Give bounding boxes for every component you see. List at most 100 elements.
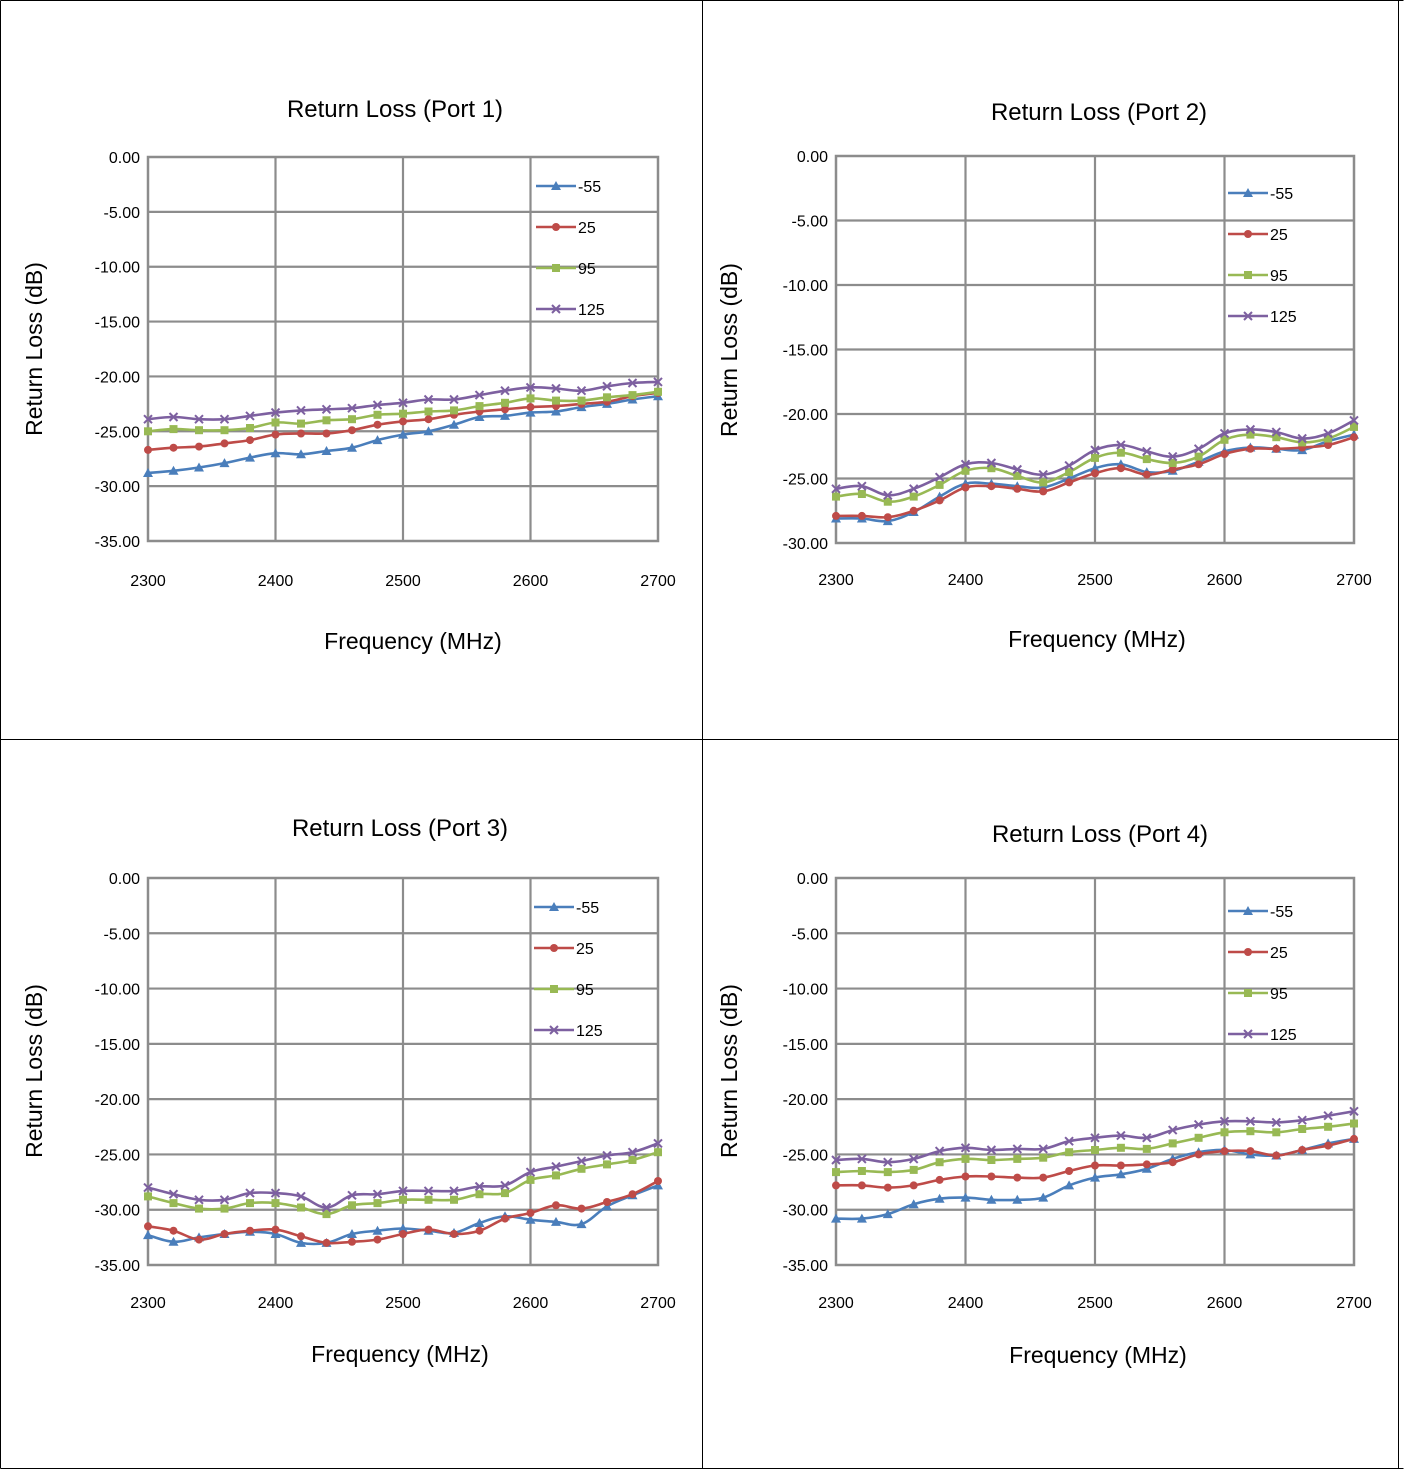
legend: -55 25 95 125 xyxy=(536,179,605,319)
data-point xyxy=(1324,1122,1333,1131)
data-point xyxy=(398,429,408,439)
data-point xyxy=(424,1225,433,1234)
legend-swatch-marker xyxy=(1244,948,1252,956)
data-point xyxy=(526,403,535,412)
data-point xyxy=(271,1199,280,1208)
data-point xyxy=(1065,1148,1074,1157)
data-point xyxy=(1245,1116,1256,1127)
data-point xyxy=(1090,1133,1100,1143)
data-point xyxy=(935,496,944,505)
data-point xyxy=(1065,478,1074,487)
x-tick-label: 2300 xyxy=(818,572,854,589)
data-point xyxy=(219,458,230,468)
data-point xyxy=(423,1186,434,1196)
data-point xyxy=(1220,1147,1229,1156)
data-point xyxy=(1350,1119,1358,1128)
data-point xyxy=(883,513,892,522)
y-tick-label: -30.00 xyxy=(783,536,828,553)
legend: -55 25 95 125 xyxy=(534,900,603,1040)
data-point xyxy=(169,425,178,434)
series-95 xyxy=(832,1119,1358,1177)
data-point xyxy=(1194,452,1203,461)
data-point xyxy=(628,1156,637,1164)
data-point xyxy=(143,414,153,424)
data-point xyxy=(1193,1119,1204,1130)
data-point xyxy=(857,481,867,491)
data-point xyxy=(628,1190,637,1199)
y-tick-label: -25.00 xyxy=(95,424,140,441)
x-tick-label: 2600 xyxy=(513,1295,549,1312)
legend-swatch-marker xyxy=(1244,989,1252,997)
data-point xyxy=(1246,444,1255,453)
data-point xyxy=(832,1181,840,1190)
legend-swatch-marker xyxy=(552,223,560,231)
data-point xyxy=(627,1147,638,1157)
data-point xyxy=(347,1190,357,1201)
data-point xyxy=(322,1238,331,1247)
y-tick-label: -25.00 xyxy=(95,1147,140,1164)
y-tick-label: -30.00 xyxy=(783,1203,828,1220)
legend-swatch-marker xyxy=(551,181,561,190)
series-125 xyxy=(831,1106,1359,1167)
data-point xyxy=(1323,428,1333,439)
data-point xyxy=(987,1172,996,1181)
data-point xyxy=(1142,446,1152,457)
y-tick-label: -20.00 xyxy=(783,407,828,424)
data-point xyxy=(195,442,203,451)
data-point xyxy=(271,1225,280,1234)
y-tick-label: -5.00 xyxy=(104,205,141,222)
legend-label: 95 xyxy=(576,982,594,999)
data-point xyxy=(398,398,408,408)
series-125 xyxy=(143,1138,663,1213)
legend-item: 125 xyxy=(1228,1027,1297,1044)
data-point xyxy=(1115,1169,1126,1179)
data-point xyxy=(169,443,178,452)
data-point xyxy=(909,506,918,515)
data-point xyxy=(882,1209,893,1219)
data-point xyxy=(296,405,306,416)
data-point xyxy=(322,416,331,425)
data-point xyxy=(602,1150,612,1161)
legend-label: 25 xyxy=(1270,945,1288,962)
data-point xyxy=(960,1143,971,1153)
data-point xyxy=(424,415,433,424)
data-point xyxy=(1038,469,1048,480)
data-point xyxy=(1168,1158,1177,1167)
data-point xyxy=(525,407,536,417)
y-tick-label: 0.00 xyxy=(109,150,140,167)
data-point xyxy=(1272,433,1281,442)
y-tick-label: -10.00 xyxy=(783,278,828,295)
legend-label: -55 xyxy=(576,900,599,917)
chart-title: Return Loss (Port 4) xyxy=(992,821,1208,848)
x-tick-label: 2700 xyxy=(640,1295,676,1312)
data-point xyxy=(526,1175,535,1184)
data-point xyxy=(475,402,484,411)
data-point xyxy=(321,446,332,455)
y-tick-label: -30.00 xyxy=(95,1203,140,1220)
data-point xyxy=(1194,1150,1203,1159)
data-point xyxy=(1142,1144,1151,1153)
data-point xyxy=(883,1157,893,1167)
data-point xyxy=(856,1213,867,1223)
x-tick-label: 2700 xyxy=(1336,1295,1372,1312)
data-point xyxy=(832,492,840,501)
data-point xyxy=(1271,1117,1282,1128)
data-point xyxy=(576,1219,587,1229)
data-point xyxy=(246,424,254,432)
data-point xyxy=(1116,464,1125,473)
data-point xyxy=(501,1214,509,1223)
data-point xyxy=(424,1195,433,1204)
data-point xyxy=(450,1195,458,1204)
y-tick-label: -20.00 xyxy=(783,1092,828,1109)
data-point xyxy=(245,1188,255,1198)
data-point xyxy=(220,426,229,435)
data-point xyxy=(551,1216,561,1226)
data-point xyxy=(500,410,510,420)
y-tick-label: -10.00 xyxy=(95,260,140,277)
data-point xyxy=(1349,1106,1359,1117)
data-point xyxy=(501,405,509,414)
x-tick-label: 2600 xyxy=(1207,1295,1243,1312)
chart-title: Return Loss (Port 1) xyxy=(287,96,503,123)
